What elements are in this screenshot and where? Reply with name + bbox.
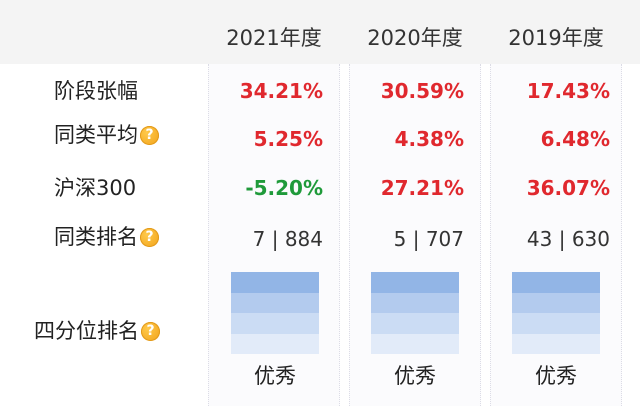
value-rank-2020: 5 | 707 (393, 227, 464, 251)
column-header-2019: 2019年度 (508, 26, 604, 50)
help-icon[interactable]: ? (141, 322, 160, 341)
row-label-text: 四分位排名 (34, 319, 139, 343)
row-label-quartile-rank: 四分位排名? (34, 316, 160, 346)
value-csi300-2020: 27.21% (380, 176, 464, 200)
quartile-bar-2019 (512, 272, 600, 354)
row-label-text: 阶段张幅 (54, 79, 138, 103)
quartile-bar-2020 (371, 272, 459, 354)
table-header (0, 0, 640, 64)
column-header-2020: 2020年度 (367, 26, 463, 50)
value-average-2019: 6.48% (540, 127, 610, 151)
value-stage-2019: 17.43% (526, 79, 610, 103)
quartile-grade-2019: 优秀 (535, 364, 577, 388)
quartile-grade-2021: 优秀 (254, 364, 296, 388)
value-average-2020: 4.38% (394, 127, 464, 151)
row-label-text: 同类排名 (54, 225, 138, 249)
value-stage-2020: 30.59% (380, 79, 464, 103)
row-label-peer-average: 同类平均? (54, 120, 159, 150)
row-label-peer-rank: 同类排名? (54, 222, 159, 252)
help-icon[interactable]: ? (140, 228, 159, 247)
quartile-grade-2020: 优秀 (394, 364, 436, 388)
value-csi300-2019: 36.07% (526, 176, 610, 200)
value-rank-2019: 43 | 630 (526, 227, 610, 251)
row-label-text: 沪深300 (54, 176, 137, 200)
row-label-text: 同类平均 (54, 123, 138, 147)
value-csi300-2021: -5.20% (245, 176, 323, 200)
help-icon[interactable]: ? (140, 126, 159, 145)
value-stage-2021: 34.21% (239, 79, 323, 103)
column-header-2021: 2021年度 (226, 26, 322, 50)
value-average-2021: 5.25% (253, 127, 323, 151)
value-rank-2021: 7 | 884 (252, 227, 323, 251)
row-label-stage-change: 阶段张幅 (54, 76, 138, 106)
quartile-bar-2021 (231, 272, 319, 354)
row-label-csi300: 沪深300 (54, 173, 136, 203)
